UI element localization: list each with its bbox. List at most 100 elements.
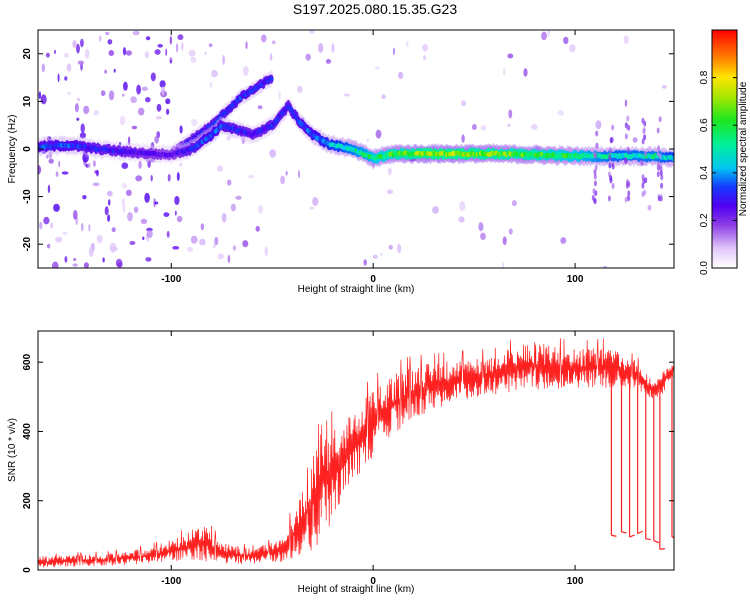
- colorbar-segment: [712, 244, 737, 247]
- colorbar-segment: [712, 123, 737, 126]
- spectrogram-noise-blob: [76, 97, 81, 102]
- spectrogram-noise-blob: [153, 198, 156, 208]
- spectrogram-noise-blob: [122, 204, 126, 214]
- colorbar-segment: [712, 162, 737, 166]
- colorbar-tick-label: 0.6: [699, 118, 710, 132]
- spectrogram-noise-blob: [127, 212, 133, 222]
- colorbar-segment: [712, 53, 737, 57]
- colorbar-segment: [712, 194, 737, 198]
- colorbar-segment: [712, 63, 737, 67]
- spectrogram-noise-blob: [96, 169, 99, 177]
- spectrogram-noise-blob: [104, 206, 109, 216]
- colorbar-segment: [712, 196, 737, 200]
- spectrogram-noise-blob: [388, 244, 393, 250]
- snr-x-tick-label: 0: [370, 576, 376, 587]
- spectrogram-noise-blob: [186, 247, 193, 252]
- spectrogram-streak-blob: [595, 142, 599, 149]
- spectrogram-noise-blob: [309, 206, 315, 210]
- spectrogram-noise-blob: [174, 210, 177, 216]
- spectrogram-ridge-core: [224, 110, 228, 115]
- spectrogram-noise-blob: [99, 35, 102, 42]
- colorbar-segment: [712, 87, 737, 91]
- spectrogram-noise-blob: [392, 47, 396, 56]
- colorbar-segment: [712, 121, 737, 124]
- colorbar-segment: [712, 246, 737, 249]
- spectrogram-noise-blob: [478, 222, 484, 232]
- colorbar-segment: [712, 168, 737, 172]
- spectrogram-noise-blob: [76, 117, 80, 121]
- snr-dropout-floor: [659, 548, 665, 550]
- spectrogram-noise-blob: [144, 192, 150, 203]
- spectrogram-x-tick-label: -100: [161, 274, 181, 285]
- spectrogram-noise-blob: [93, 110, 100, 116]
- spectrogram-noise-blob: [386, 189, 394, 195]
- colorbar-segment: [712, 105, 737, 108]
- colorbar-segment: [712, 156, 737, 160]
- spectrogram-noise-blob: [46, 243, 51, 249]
- spectrogram-streak-blob: [658, 116, 662, 123]
- spectrogram-noise-blob: [661, 85, 667, 89]
- colorbar-segment: [712, 79, 737, 83]
- spectrogram-noise-blob: [74, 103, 79, 113]
- spectrogram-noise-blob: [64, 256, 68, 263]
- colorbar-segment: [712, 147, 737, 150]
- spectrogram-noise-blob: [129, 241, 136, 245]
- spectrogram-streak-blob: [626, 115, 630, 122]
- spectrogram-streak-blob: [593, 180, 597, 187]
- spectrogram-noise-blob: [52, 261, 59, 268]
- spectrogram-noise-blob: [123, 81, 128, 91]
- spectrogram-noise-blob: [172, 246, 180, 250]
- spectrogram-noise-blob: [154, 135, 159, 144]
- colorbar-segment: [712, 77, 737, 81]
- spectrogram-noise-blob: [217, 165, 224, 172]
- spectrogram-noise-blob: [480, 232, 486, 240]
- spectrogram-noise-blob: [45, 154, 49, 159]
- spectrogram-streak-blob: [641, 191, 645, 197]
- spectrogram-streak-blob: [611, 163, 615, 170]
- spectrogram-noise-blob: [77, 60, 84, 65]
- spectrogram-streak-blob: [659, 169, 663, 176]
- colorbar-tick-label: 0.0: [699, 261, 710, 275]
- spectrogram-noise-blob: [541, 31, 547, 41]
- spectrogram-noise-blob: [150, 72, 156, 82]
- spectrogram-noise-blob: [144, 51, 150, 59]
- spectrogram-streak-blob: [609, 147, 613, 154]
- spectrogram-streak-blob: [593, 151, 596, 158]
- colorbar-segment: [712, 186, 737, 190]
- colorbar-segment: [712, 190, 737, 194]
- colorbar-segment: [712, 214, 737, 218]
- colorbar-segment: [712, 55, 737, 59]
- spectrogram-noise-blob: [461, 134, 465, 143]
- spectrogram-noise-blob: [150, 174, 153, 182]
- colorbar-segment: [712, 97, 737, 101]
- colorbar-segment: [712, 117, 737, 120]
- spectrogram-noise-blob: [472, 124, 477, 130]
- spectrogram-noise-blob: [82, 195, 87, 200]
- spectrogram-y-tick-label: 20: [22, 48, 33, 60]
- snr-x-tick-label: 100: [567, 576, 584, 587]
- spectrogram-streak-blob: [627, 195, 630, 202]
- spectrogram-noise-blob: [191, 119, 198, 127]
- spectrogram-noise-blob: [264, 246, 269, 257]
- spectrogram-noise-blob: [179, 162, 183, 167]
- spectrogram-noise-blob: [535, 146, 541, 150]
- spectrogram-noise-blob: [511, 200, 517, 207]
- spectrogram-noise-blob: [278, 91, 281, 100]
- spectrogram-streak-blob: [595, 130, 599, 137]
- spectrogram-noise-blob: [406, 41, 409, 47]
- spectrogram-noise-blob: [140, 218, 148, 224]
- colorbar-segment: [712, 182, 737, 186]
- spectrogram-noise-blob: [214, 236, 219, 246]
- spectrogram-noise-blob: [154, 201, 159, 205]
- colorbar-segment: [712, 266, 737, 269]
- spectrogram-noise-blob: [92, 182, 100, 187]
- spectrogram-noise-blob: [55, 171, 59, 178]
- colorbar-segment: [712, 129, 737, 132]
- colorbar-segment: [712, 164, 737, 168]
- spectrogram-noise-blob: [102, 257, 105, 263]
- spectrogram-streak-blob: [594, 164, 598, 171]
- spectrogram-noise-blob: [133, 206, 139, 213]
